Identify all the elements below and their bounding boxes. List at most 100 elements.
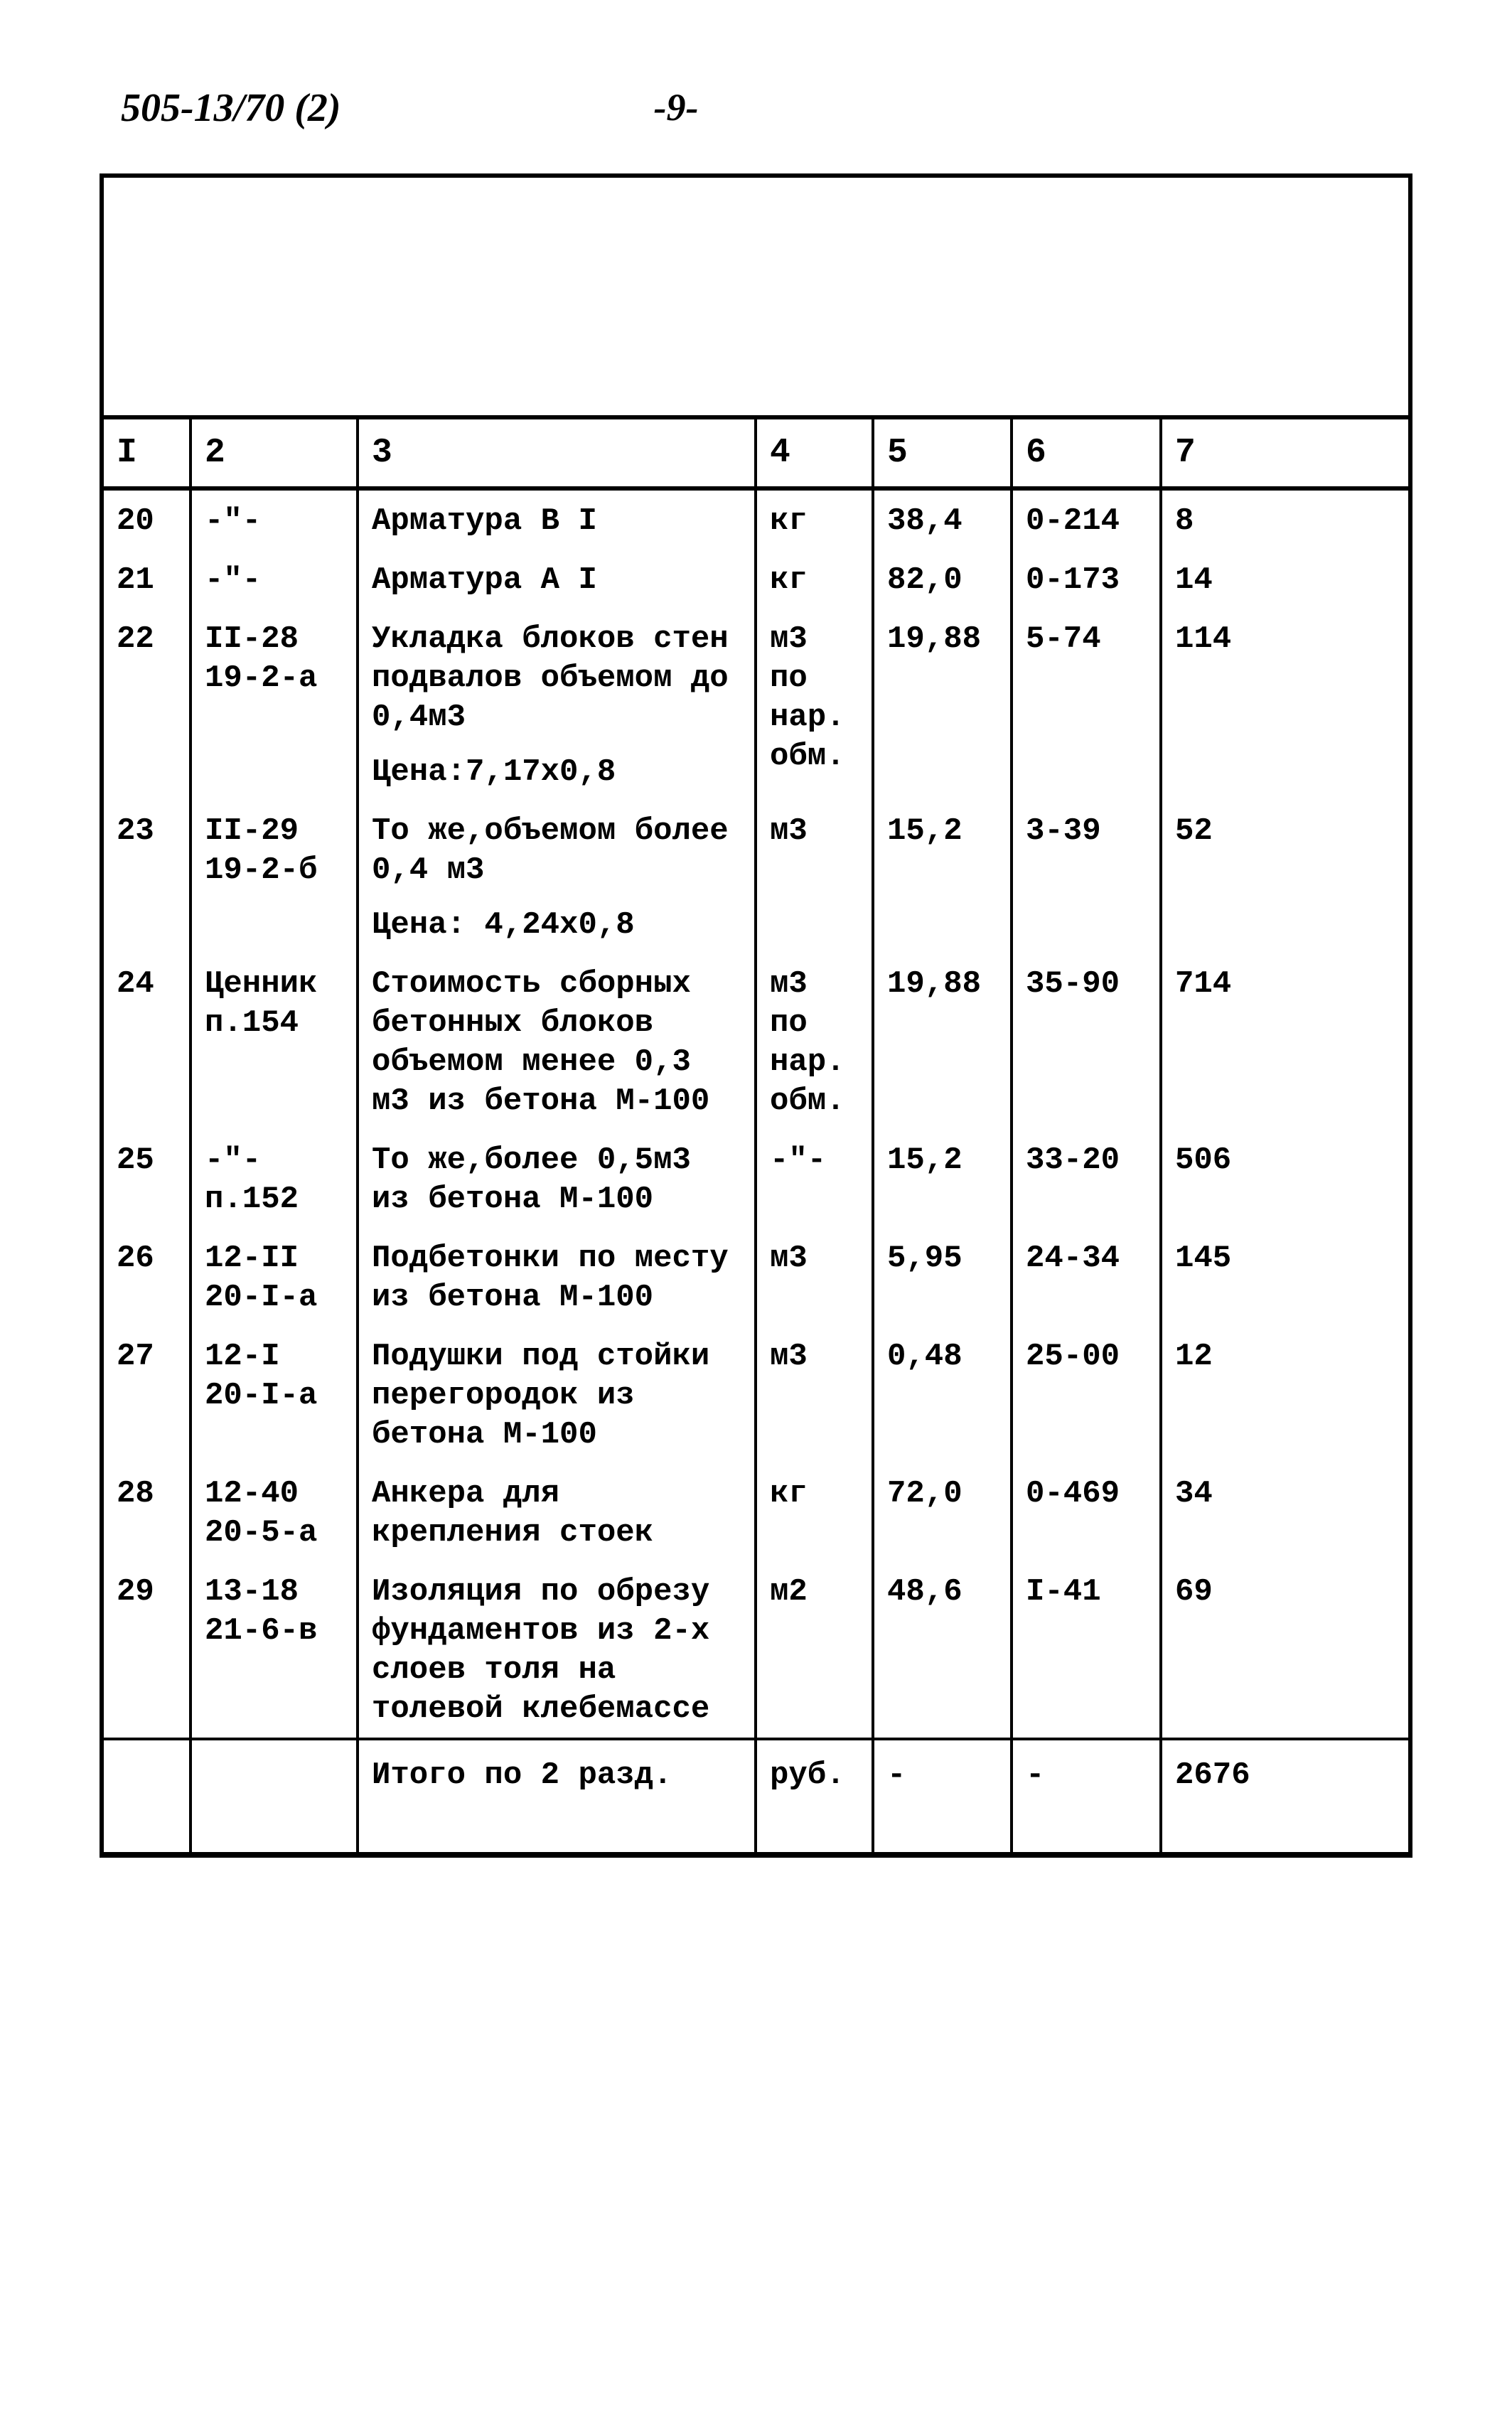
cell-unit: кг xyxy=(756,550,873,609)
cell-ref: 12-40 20-5-а xyxy=(191,1463,358,1561)
cell-amount: 145 xyxy=(1161,1228,1410,1326)
cell-desc: Арматура А I xyxy=(358,550,756,609)
cell-amount: 12 xyxy=(1161,1326,1410,1463)
table-row: 26 12-II 20-I-а Подбетонки по месту из б… xyxy=(102,1228,1410,1326)
cell-qty: 82,0 xyxy=(873,550,1012,609)
cell-total-amount: 2676 xyxy=(1161,1739,1410,1855)
cell-qty: 15,2 xyxy=(873,1130,1012,1228)
cell-amount: 506 xyxy=(1161,1130,1410,1228)
cell-amount: 8 xyxy=(1161,488,1410,550)
cell-ref: -"- xyxy=(191,488,358,550)
cell-amount: 69 xyxy=(1161,1561,1410,1739)
cell-desc: Стоимость сборных бетонных блоков объемо… xyxy=(358,953,756,1130)
col-header-5: 5 xyxy=(873,417,1012,488)
col-header-4: 4 xyxy=(756,417,873,488)
column-header-row: I 2 3 4 5 6 7 xyxy=(102,417,1410,488)
page-number: -9- xyxy=(654,85,699,129)
total-row: Итого по 2 разд. руб. - - 2676 xyxy=(102,1739,1410,1855)
cell-total-label: Итого по 2 разд. xyxy=(358,1739,756,1855)
cell-rate: 0-469 xyxy=(1012,1463,1161,1561)
cell-desc: То же,объемом более 0,4 м3 Цена: 4,24х0,… xyxy=(358,801,756,953)
cell-unit: м3 по нар. обм. xyxy=(756,953,873,1130)
cell-qty: 5,95 xyxy=(873,1228,1012,1326)
cell-amount: 34 xyxy=(1161,1463,1410,1561)
table-row: 25 -"- п.152 То же,более 0,5м3 из бетона… xyxy=(102,1130,1410,1228)
cell-desc-text: То же,объемом более 0,4 м3 xyxy=(372,813,729,888)
cell-amount: 14 xyxy=(1161,550,1410,609)
cell-num: 29 xyxy=(102,1561,191,1739)
cell-unit: м2 xyxy=(756,1561,873,1739)
cell-unit: кг xyxy=(756,488,873,550)
cell-price: Цена:7,17х0,8 xyxy=(372,753,741,792)
cell-unit: м3 xyxy=(756,1228,873,1326)
cell-desc: Анкера для крепления стоек xyxy=(358,1463,756,1561)
table-row: 22 II-28 19-2-а Укладка блоков стен подв… xyxy=(102,609,1410,801)
cell-ref: 13-18 21-6-в xyxy=(191,1561,358,1739)
cell-num: 28 xyxy=(102,1463,191,1561)
cell-ref: -"- xyxy=(191,550,358,609)
cell-rate: 24-34 xyxy=(1012,1228,1161,1326)
cell-qty: 38,4 xyxy=(873,488,1012,550)
cell-num: 22 xyxy=(102,609,191,801)
blank-header-row xyxy=(102,176,1410,417)
cell-unit: м3 по нар. обм. xyxy=(756,609,873,801)
cell-desc: Укладка блоков стен подвалов объемом до … xyxy=(358,609,756,801)
table-row: 28 12-40 20-5-а Анкера для крепления сто… xyxy=(102,1463,1410,1561)
cell-amount: 714 xyxy=(1161,953,1410,1130)
cell-total-rate: - xyxy=(1012,1739,1161,1855)
table-row: 21 -"- Арматура А I кг 82,0 0-173 14 xyxy=(102,550,1410,609)
cell-unit: кг xyxy=(756,1463,873,1561)
cell-rate: I-41 xyxy=(1012,1561,1161,1739)
col-header-3: 3 xyxy=(358,417,756,488)
cell-rate: 33-20 xyxy=(1012,1130,1161,1228)
cell-total-qty: - xyxy=(873,1739,1012,1855)
cell-unit: -"- xyxy=(756,1130,873,1228)
cell-amount: 114 xyxy=(1161,609,1410,801)
cell-desc: Подбетонки по месту из бетона М-100 xyxy=(358,1228,756,1326)
col-header-7: 7 xyxy=(1161,417,1410,488)
cell-qty: 19,88 xyxy=(873,953,1012,1130)
table-row: 20 -"- Арматура В I кг 38,4 0-214 8 xyxy=(102,488,1410,550)
table-row: 29 13-18 21-6-в Изоляция по обрезу фунда… xyxy=(102,1561,1410,1739)
cell-desc: То же,более 0,5м3 из бетона М-100 xyxy=(358,1130,756,1228)
cell-num xyxy=(102,1739,191,1855)
cost-estimate-table: I 2 3 4 5 6 7 20 -"- Арматура В I кг 38,… xyxy=(100,173,1412,1858)
cell-rate: 5-74 xyxy=(1012,609,1161,801)
cell-num: 20 xyxy=(102,488,191,550)
table-row: 27 12-I 20-I-а Подушки под стойки перего… xyxy=(102,1326,1410,1463)
cell-unit: м3 xyxy=(756,1326,873,1463)
table-row: 24 Ценник п.154 Стоимость сборных бетонн… xyxy=(102,953,1410,1130)
document-reference: 505-13/70 (2) xyxy=(121,85,341,131)
cell-ref: II-29 19-2-б xyxy=(191,801,358,953)
cell-qty: 48,6 xyxy=(873,1561,1012,1739)
cell-num: 26 xyxy=(102,1228,191,1326)
cell-qty: 15,2 xyxy=(873,801,1012,953)
cell-rate: 3-39 xyxy=(1012,801,1161,953)
cell-num: 21 xyxy=(102,550,191,609)
cell-desc: Изоляция по обрезу фундаментов из 2-х сл… xyxy=(358,1561,756,1739)
cell-total-unit: руб. xyxy=(756,1739,873,1855)
cell-ref: 12-II 20-I-а xyxy=(191,1228,358,1326)
cell-qty: 0,48 xyxy=(873,1326,1012,1463)
cell-ref xyxy=(191,1739,358,1855)
page-header: 505-13/70 (2) -9- xyxy=(121,85,1412,131)
cell-rate: 0-173 xyxy=(1012,550,1161,609)
cell-unit: м3 xyxy=(756,801,873,953)
cell-ref: -"- п.152 xyxy=(191,1130,358,1228)
cell-rate: 35-90 xyxy=(1012,953,1161,1130)
col-header-1: I xyxy=(102,417,191,488)
cell-desc: Арматура В I xyxy=(358,488,756,550)
cell-num: 27 xyxy=(102,1326,191,1463)
cell-qty: 19,88 xyxy=(873,609,1012,801)
cell-rate: 25-00 xyxy=(1012,1326,1161,1463)
cell-qty: 72,0 xyxy=(873,1463,1012,1561)
cell-num: 23 xyxy=(102,801,191,953)
cell-ref: 12-I 20-I-а xyxy=(191,1326,358,1463)
cell-num: 25 xyxy=(102,1130,191,1228)
table-row: 23 II-29 19-2-б То же,объемом более 0,4 … xyxy=(102,801,1410,953)
cell-price: Цена: 4,24х0,8 xyxy=(372,906,741,945)
cell-ref: II-28 19-2-а xyxy=(191,609,358,801)
cell-ref: Ценник п.154 xyxy=(191,953,358,1130)
cell-desc-text: Укладка блоков стен подвалов объемом до … xyxy=(372,621,729,735)
cell-desc: Подушки под стойки перегородок из бетона… xyxy=(358,1326,756,1463)
